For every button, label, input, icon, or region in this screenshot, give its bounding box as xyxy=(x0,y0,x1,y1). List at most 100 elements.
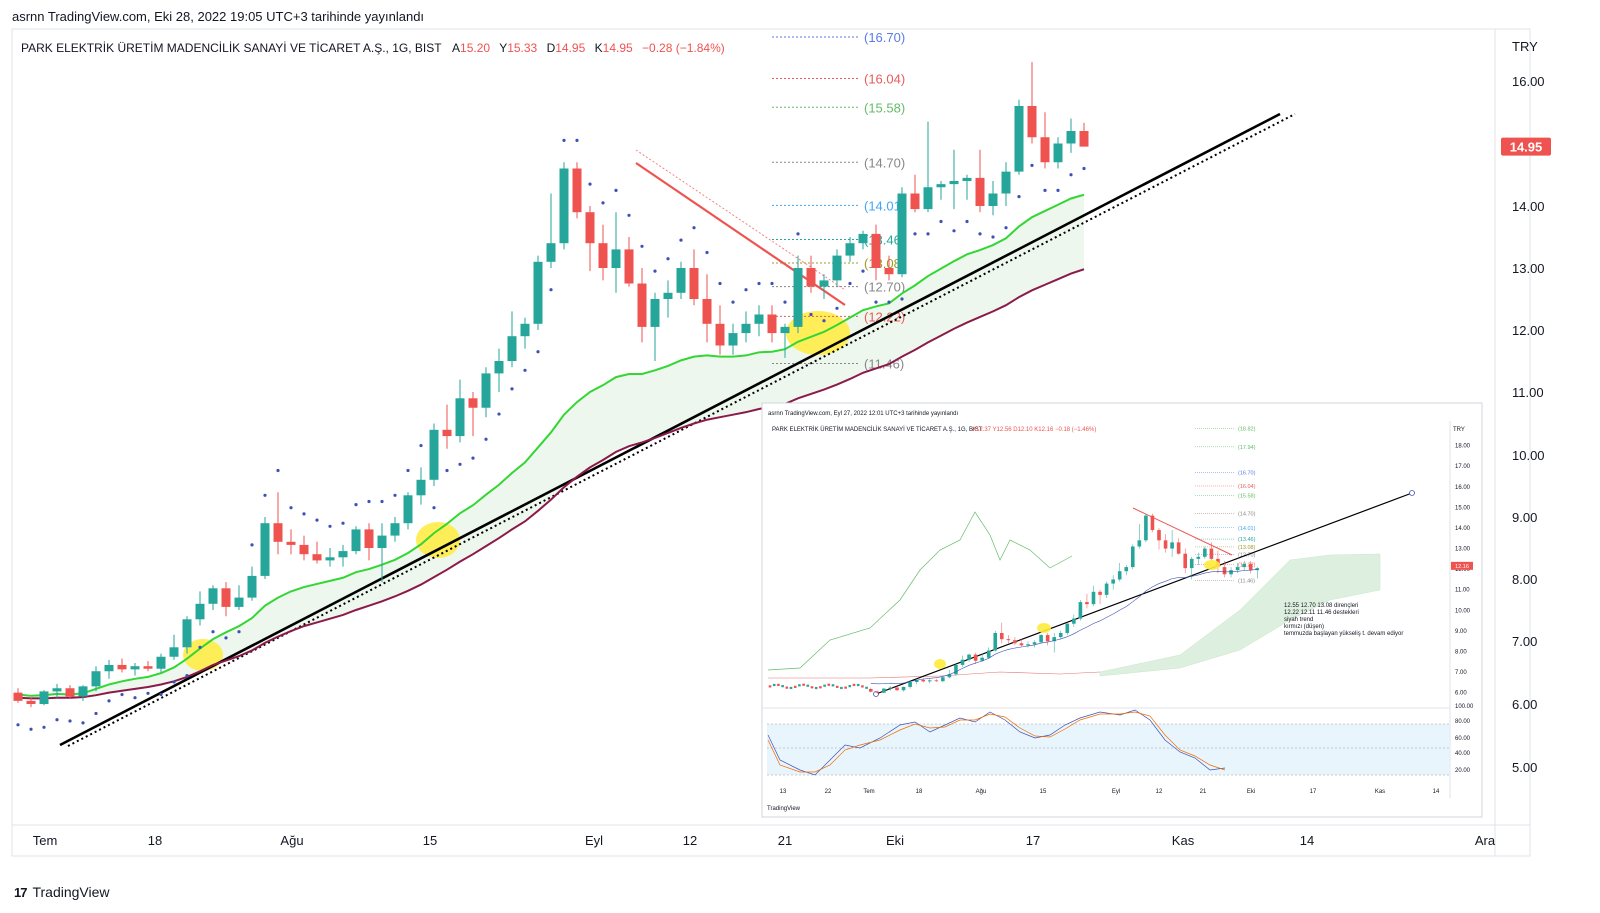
x-tick-label: Kas xyxy=(1172,833,1195,848)
psar-dot xyxy=(341,521,345,525)
inset-candle xyxy=(1170,542,1174,549)
inset-y-tick: 14.00 xyxy=(1455,526,1471,532)
candle-body xyxy=(494,361,504,374)
inset-candle xyxy=(1131,546,1135,568)
candle-body xyxy=(1066,131,1076,144)
dotted-trend-line xyxy=(67,113,1296,747)
psar-dot xyxy=(1004,226,1008,230)
inset-candle xyxy=(861,685,864,688)
psar-dot xyxy=(42,725,46,729)
inset-note-text: kırmızı (düşen) xyxy=(1284,624,1324,630)
inset-candle xyxy=(1196,556,1201,559)
inset-candle xyxy=(810,686,814,689)
inset-candle xyxy=(895,687,899,691)
candle-body xyxy=(832,255,842,281)
psar-dot xyxy=(1030,163,1034,167)
psar-dot xyxy=(289,506,293,510)
psar-dot xyxy=(861,269,865,273)
candle-body xyxy=(208,588,218,604)
highlight-marker xyxy=(183,639,223,671)
inset-candle xyxy=(1065,623,1070,633)
inset-caption: asrnn TradingView.com, Eyl 27, 2022 12:0… xyxy=(768,411,959,417)
candle-body xyxy=(520,323,530,337)
candle-body xyxy=(871,233,881,268)
psar-dot xyxy=(263,493,267,497)
inset-ichimoku-cloud xyxy=(1099,553,1381,677)
oscillator-band xyxy=(767,724,1450,775)
candle-body xyxy=(819,280,829,287)
inset-candle xyxy=(1000,632,1004,640)
inset-candle xyxy=(869,688,873,692)
psar-dot xyxy=(185,674,189,678)
inset-candle xyxy=(921,679,925,682)
inset-candle xyxy=(793,685,797,688)
psar-dot xyxy=(1082,166,1086,171)
candle-body xyxy=(221,588,231,607)
psar-dot xyxy=(237,630,241,634)
candle-body xyxy=(572,168,582,213)
tradingview-logo-text: TradingView xyxy=(32,884,110,900)
inset-y-tick: 7.00 xyxy=(1455,670,1467,676)
psar-dot xyxy=(614,188,618,192)
candle-body xyxy=(1053,143,1063,163)
candle-body xyxy=(143,666,153,669)
candle-body xyxy=(312,554,322,561)
inset-candle xyxy=(1189,558,1194,569)
psar-dot xyxy=(211,630,215,634)
candle-body xyxy=(806,268,816,287)
psar-dot xyxy=(731,300,735,304)
candle-body xyxy=(663,292,673,299)
psar-dot xyxy=(315,518,319,522)
inset-level-label: (16.04) xyxy=(1238,484,1256,490)
inset-candle xyxy=(798,684,801,687)
y-tick-label: 11.00 xyxy=(1512,385,1544,400)
inset-candle xyxy=(1183,553,1187,569)
inset-candle xyxy=(914,679,919,682)
psar-dot xyxy=(419,443,423,448)
tradingview-logo[interactable]: 17 TradingView xyxy=(14,884,110,900)
inset-y-tick: 16.00 xyxy=(1455,485,1471,491)
psar-dot xyxy=(549,288,553,292)
inset-level-label: (13.08) xyxy=(1238,545,1256,551)
candle-body xyxy=(429,429,439,480)
inset-x-tick: Tem xyxy=(863,789,874,795)
candle-body xyxy=(260,523,270,576)
candle-body xyxy=(936,184,946,188)
candle-body xyxy=(156,656,166,669)
y-tick-label: 16.00 xyxy=(1512,74,1545,89)
inset-x-tick: 18 xyxy=(916,789,923,795)
psar-dot xyxy=(471,456,475,460)
inset-candle xyxy=(777,683,780,686)
psar-dot xyxy=(1069,173,1073,177)
inset-candle xyxy=(856,683,860,687)
candle-body xyxy=(91,671,101,687)
inset-candle xyxy=(908,681,912,687)
inset-last-price-value: 12.16 xyxy=(1455,564,1469,570)
psar-dot xyxy=(588,182,592,186)
candle-body xyxy=(169,647,179,657)
inset-x-tick: Eyl xyxy=(1112,789,1120,795)
psar-dot xyxy=(952,229,956,233)
inset-note-text: 12.55 12.70 13.08 dirençleri xyxy=(1284,603,1358,609)
inset-candle xyxy=(865,686,868,689)
candle-body xyxy=(1079,131,1089,147)
inset-title: PARK ELEKTRİK ÜRETİM MADENCİLİK SANAYİ V… xyxy=(772,426,983,433)
candle-body xyxy=(481,373,491,408)
psar-dot xyxy=(887,300,891,304)
inset-candle xyxy=(1209,548,1214,559)
psar-dot xyxy=(276,468,280,473)
inset-candle xyxy=(768,685,772,688)
psar-dot xyxy=(692,226,696,230)
inset-candle xyxy=(1117,571,1122,580)
psar-dot xyxy=(445,468,449,473)
oscillator-tick: 20.00 xyxy=(1455,768,1471,774)
psar-dot xyxy=(159,692,163,697)
candle-body xyxy=(650,299,660,327)
oscillator-tick: 80.00 xyxy=(1455,719,1471,725)
psar-dot xyxy=(81,721,85,725)
symbol-title: PARK ELEKTRİK ÜRETİM MADENCİLİK SANAYİ V… xyxy=(21,41,725,55)
candle-body xyxy=(1040,137,1050,163)
candle-body xyxy=(65,688,75,697)
candle-body xyxy=(195,603,205,620)
